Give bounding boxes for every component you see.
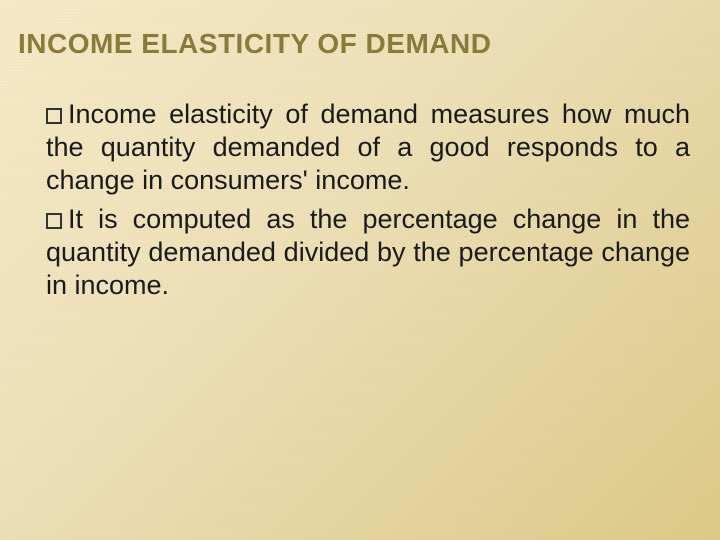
bullet-item: It is computed as the percentage change … (46, 203, 690, 302)
slide-title: INCOME ELASTICITY OF DEMAND (18, 28, 702, 60)
square-bullet-icon (46, 108, 62, 124)
square-bullet-icon (46, 213, 62, 229)
slide: INCOME ELASTICITY OF DEMAND Income elast… (0, 0, 720, 540)
slide-body: Income elasticity of demand measures how… (18, 98, 702, 302)
bullet-text: It is computed as the percentage change … (46, 204, 690, 300)
bullet-term: Income elasticity of demand (68, 99, 418, 129)
bullet-item: Income elasticity of demand measures how… (46, 98, 690, 197)
